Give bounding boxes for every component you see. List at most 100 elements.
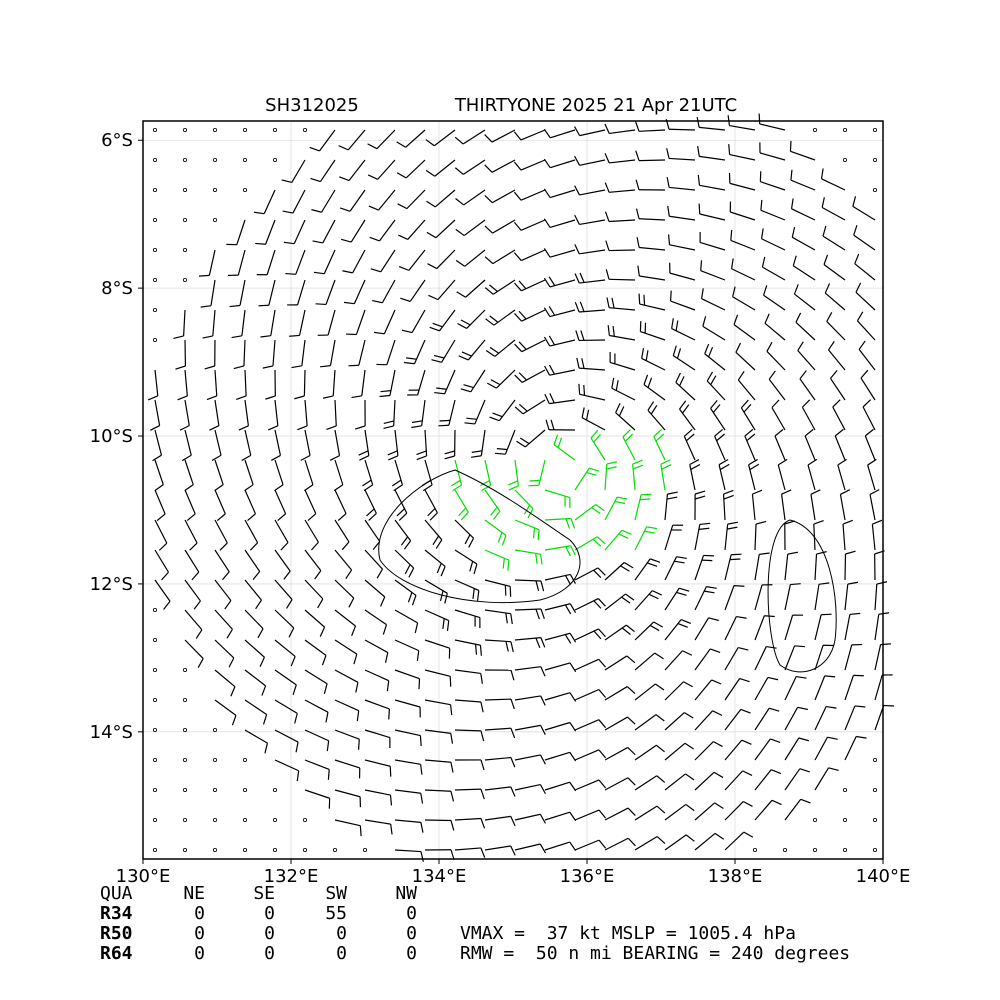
wind-feather [680,619,692,624]
wind-feather [710,648,721,653]
wind-feather [623,561,634,569]
calm-marker [152,668,157,673]
wind-feather [297,425,308,431]
wind-barb [797,350,816,371]
wind-feather [396,172,407,179]
wind-barb [348,159,366,181]
wind-barb [724,770,744,791]
wind-feather [626,655,636,664]
wind-feather [514,343,523,353]
wind-feather [867,458,877,466]
table-cell: R50 [100,923,133,944]
wind-feather [444,450,455,455]
table-cell: 0 [264,923,275,944]
wind-barb [484,549,510,561]
wind-barb [579,309,606,313]
wind-barb [484,756,511,761]
wind-barb [514,459,519,486]
wind-feather [420,764,423,775]
wind-barb [514,843,541,851]
wind-feather [400,297,411,302]
wind-barb [609,334,636,341]
wind-feather [519,437,530,445]
wind-barb [424,549,446,567]
calm-marker [212,217,217,222]
wind-feather [793,284,799,295]
wind-feather [830,369,838,379]
wind-feather [489,346,500,354]
wind-feather [438,424,449,427]
wind-feather [425,169,436,177]
wind-barb [380,249,396,273]
calm-marker [152,788,157,793]
wind-barb [694,771,715,791]
wind-barb [484,579,511,587]
wind-barb [463,189,486,206]
wind-feather [310,541,319,551]
wind-feather [872,519,883,525]
wind-barb [184,579,201,602]
wind-barb [608,249,636,252]
wind-barb [304,519,319,543]
wind-barb [214,399,220,426]
wind-feather [490,379,501,386]
wind-feather [733,585,745,587]
wind-feather [576,357,580,369]
calm-marker [873,127,878,132]
wind-feather [643,374,649,385]
wind-feather [647,377,653,388]
wind-barb [754,677,769,701]
wind-feather [804,428,814,437]
wind-barb [293,219,306,244]
wind-feather [569,662,577,673]
wind-feather [607,325,610,336]
wind-barb [694,524,701,551]
wind-feather [653,621,664,628]
wind-barb [184,429,192,456]
wind-feather [824,675,836,678]
wind-feather [860,369,869,379]
wind-barb [364,789,391,796]
calm-marker [152,187,157,192]
wind-feather [741,739,752,745]
wind-feather [543,218,551,228]
wind-feather [635,179,640,190]
wind-feather [379,596,386,607]
wind-barb [759,152,786,161]
wind-barb [574,503,597,521]
calm-marker [873,187,878,192]
contour [767,519,837,673]
wind-barb [464,249,486,267]
wind-feather [444,593,448,604]
wind-feather [540,580,545,592]
wind-feather [540,608,545,620]
wind-feather [396,141,406,148]
wind-barb [784,737,800,761]
wind-feather [439,419,451,422]
wind-barb [321,189,336,213]
calm-marker [182,728,187,733]
wind-feather [481,484,491,491]
wind-feather [200,305,212,308]
wind-barb [210,279,216,306]
wind-barb [792,265,816,281]
wind-feather [832,399,841,408]
wind-feather [574,244,580,255]
wind-feather [420,822,424,833]
wind-feather [513,221,522,231]
wind-barb [544,811,570,821]
wind-barb [466,309,486,329]
wind-feather [655,714,665,722]
wind-feather [379,394,391,398]
wind-feather [731,553,742,556]
wind-barb [463,159,486,175]
wind-feather [514,406,524,415]
wind-barb [386,339,396,365]
wind-barb [854,263,876,281]
calm-marker [152,127,157,132]
wind-barb [639,275,666,281]
wind-barb [574,749,600,761]
calm-marker [182,217,187,222]
wind-feather [579,272,585,283]
wind-feather [398,512,408,521]
